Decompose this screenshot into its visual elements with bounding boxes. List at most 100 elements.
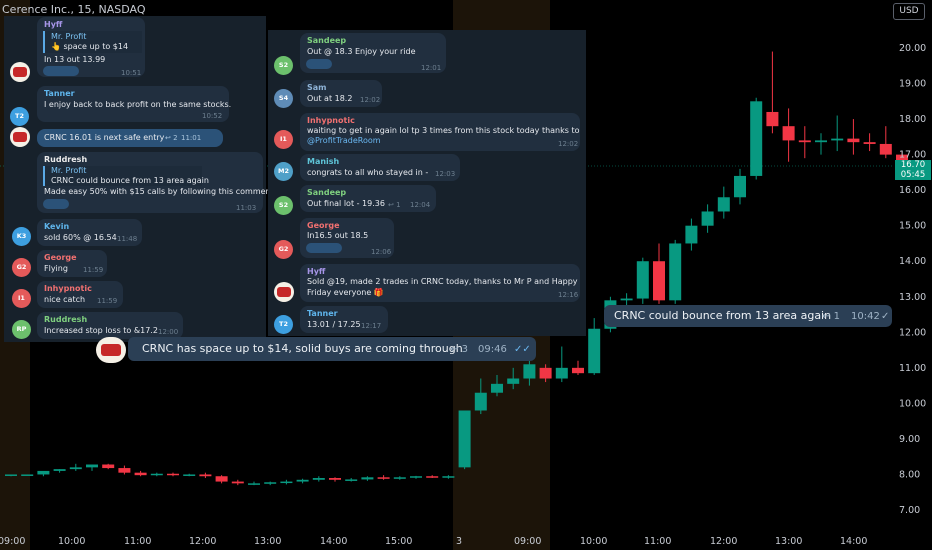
message-text: Sold @19, made 2 trades in CRNC today, t… — [307, 277, 578, 286]
sender-name: Sandeep — [307, 36, 347, 45]
message-bubble[interactable]: Hyff Sold @19, made 2 trades in CRNC tod… — [300, 264, 580, 302]
message-bubble[interactable]: Kevin sold 60% @ 16.54 11:48 — [37, 219, 142, 246]
message-bubble[interactable]: George Flying 11:59 — [37, 250, 107, 277]
candle-body — [426, 476, 439, 478]
candle — [5, 474, 17, 477]
avatar — [96, 337, 126, 363]
sender-name: Ruddresh — [44, 155, 88, 164]
candle — [734, 168, 746, 205]
message-text: 13.01 / 17.25 — [307, 320, 361, 329]
reactions[interactable] — [306, 243, 342, 253]
candle-body — [896, 154, 908, 166]
message-bubble[interactable]: Ruddresh Mr. Profit CRNC could bounce fr… — [37, 152, 276, 213]
x-tick-label: 09:00 — [514, 536, 541, 547]
message-bubble[interactable]: Inhypnotic waiting to get in again lol t… — [300, 113, 580, 151]
message-bubble[interactable]: Sandeep Out @ 18.3 Enjoy your ride 12:01 — [300, 33, 446, 73]
candle-body — [782, 126, 795, 141]
message-bubble[interactable]: Manish congrats to all who stayed in - 1… — [300, 154, 460, 181]
message-time: 12:02 — [360, 96, 381, 104]
candle — [248, 481, 260, 486]
candle — [879, 126, 892, 159]
candle — [555, 346, 568, 383]
message-text: nice catch — [44, 295, 86, 304]
chat-panel-right[interactable]: S2 Sandeep Out @ 18.3 Enjoy your ride 12… — [268, 30, 586, 336]
y-tick-label: 14.00 — [899, 256, 926, 267]
sender-name: Inhypnotic — [44, 284, 92, 293]
candle-body — [231, 481, 244, 484]
message-time: 11:48 — [117, 235, 138, 243]
candle-body — [831, 138, 844, 141]
chat-panel-left[interactable]: Hyff Mr. Profit 👆 space up to $14 In 13 … — [4, 16, 276, 342]
mention-link[interactable]: @ProfitTradeRoom — [307, 136, 381, 145]
quote-text: CRNC could bounce from 13 area again — [51, 176, 209, 185]
avatar: K3 — [12, 227, 31, 246]
message-bubble[interactable]: Ruddresh Increased stop loss to &17.2 12… — [37, 312, 183, 339]
message-bubble[interactable]: CRNC could bounce from 13 area again ↩ 1… — [604, 305, 892, 327]
reply-count[interactable]: ↩ 1 — [388, 201, 401, 209]
reply-count[interactable]: ↩ 1 — [822, 311, 840, 322]
candle — [798, 126, 811, 159]
candle-body — [312, 478, 325, 480]
sender-name: Ruddresh — [44, 315, 88, 324]
candle-body — [102, 464, 115, 469]
y-tick-label: 17.00 — [899, 150, 926, 161]
message-bubble[interactable]: Sandeep Out final lot - 19.36 ↩ 1 12:04 — [300, 185, 436, 212]
reactions[interactable] — [306, 59, 332, 69]
message-bubble[interactable]: Tanner I enjoy back to back profit on th… — [37, 86, 231, 122]
message-time: 11:59 — [83, 266, 104, 274]
candle-body — [669, 243, 682, 301]
message-bubble[interactable]: George In16.5 out 18.5 12:06 — [300, 218, 394, 258]
sender-name: George — [307, 221, 340, 230]
message-bubble[interactable]: Inhypnotic nice catch 11:59 — [37, 281, 123, 308]
sender-name: Tanner — [307, 309, 338, 318]
y-tick-label: 11.00 — [899, 363, 926, 374]
candle-body — [21, 474, 34, 476]
candle-body — [815, 140, 827, 143]
message-time: 10:52 — [202, 112, 223, 120]
candle-body — [377, 477, 390, 479]
reply-quote[interactable]: Mr. Profit 👆 space up to $14 — [43, 31, 142, 53]
candle-body — [199, 474, 212, 477]
message-text: sold 60% @ 16.54 — [44, 233, 117, 242]
currency-button[interactable]: USD — [893, 3, 925, 20]
y-tick-label: 9.00 — [899, 434, 920, 445]
candle — [102, 463, 115, 470]
sender-name: Manish — [307, 157, 340, 166]
sender-name: Tanner — [44, 89, 75, 98]
candle-body — [507, 378, 520, 384]
candle — [669, 239, 682, 304]
reactions[interactable] — [43, 199, 69, 209]
y-tick-label: 20.00 — [899, 43, 926, 54]
message-bubble[interactable]: CRNC has space up to $14, solid buys are… — [128, 337, 536, 361]
candle — [377, 475, 390, 480]
message-text: Out final lot - 19.36 — [307, 199, 385, 208]
message-bubble[interactable]: CRNC 16.01 is next safe entry ↩ 2 11:01 — [37, 129, 223, 147]
reply-quote[interactable]: Mr. Profit CRNC could bounce from 13 are… — [43, 166, 209, 186]
message-bubble[interactable]: Hyff Mr. Profit 👆 space up to $14 In 13 … — [37, 17, 145, 77]
y-tick-label: 15.00 — [899, 221, 926, 232]
y-tick-label: 18.00 — [899, 114, 926, 125]
quote-text: 👆 space up to $14 — [51, 42, 129, 51]
message-bubble[interactable]: Sam Out at 18.2 12:02 — [300, 80, 382, 107]
reply-count[interactable]: ↩ 3 — [450, 344, 468, 355]
y-tick-label: 12.00 — [899, 327, 926, 338]
message-bubble[interactable]: Tanner 13.01 / 17.25 12:17 — [300, 306, 388, 333]
candle-body — [215, 476, 228, 482]
candle — [588, 318, 601, 375]
y-tick-label: 13.00 — [899, 292, 926, 303]
reply-count[interactable]: ↩ 2 — [165, 134, 178, 142]
candle-body — [118, 468, 131, 473]
message-time: 11:59 — [97, 297, 118, 305]
candle-body — [410, 476, 422, 478]
message-text: Out @ 18.3 Enjoy your ride — [307, 47, 416, 56]
candle — [636, 257, 649, 304]
candle-body — [555, 367, 568, 379]
candle — [442, 475, 455, 479]
y-tick-label: 8.00 — [899, 469, 920, 480]
avatar: T2 — [10, 107, 29, 126]
reactions[interactable] — [43, 66, 79, 76]
bar-countdown: 05:45 — [900, 170, 926, 180]
candle-body — [69, 467, 82, 470]
candle — [215, 475, 228, 484]
x-tick-label: 10:00 — [58, 536, 85, 547]
